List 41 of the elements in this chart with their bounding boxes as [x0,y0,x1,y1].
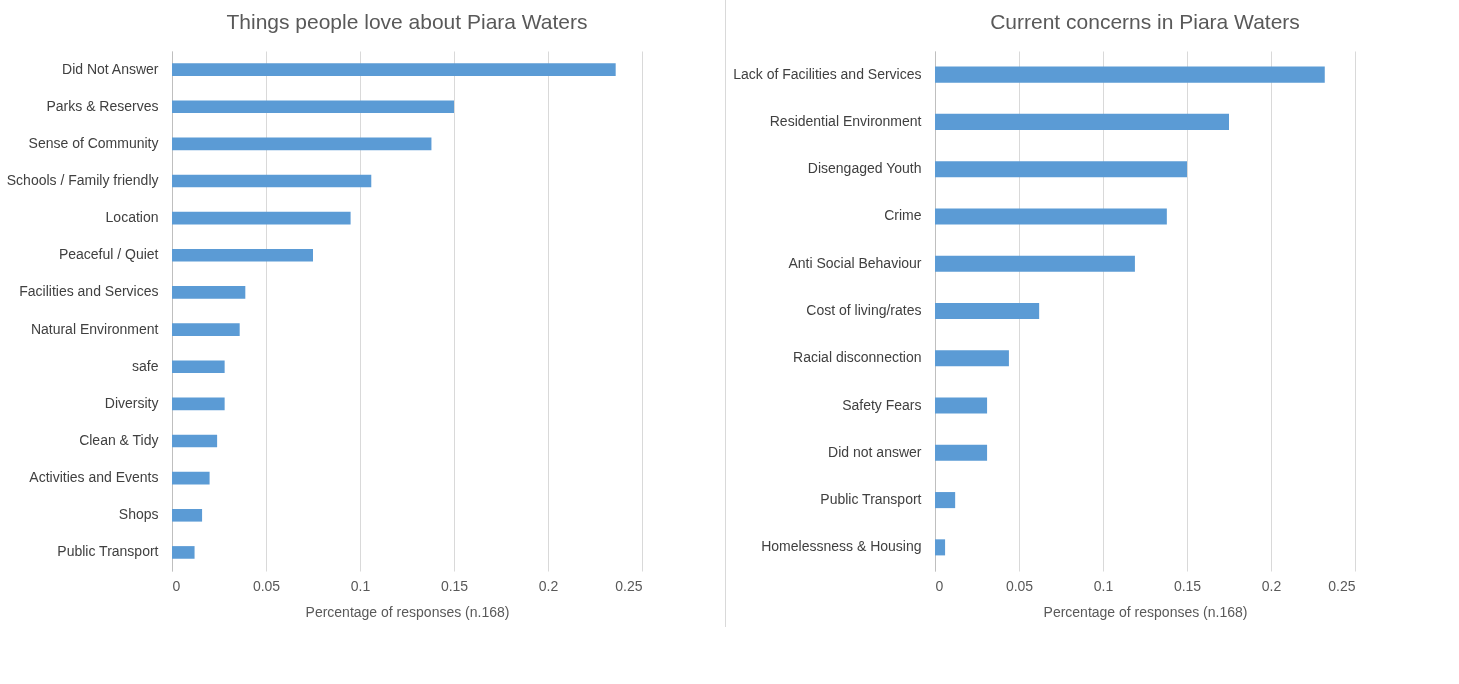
y-tick-label: Lack of Facilities and Services [733,65,922,82]
y-tick-label: Clean & Tidy [79,432,159,448]
y-tick-label: Did Not Answer [62,60,159,77]
y-tick-label: Sense of Community [28,134,159,151]
y-tick-label: Schools / Family friendly [6,172,159,188]
y-tick-label: Racial disconnection [793,349,922,366]
y-tick-label: Crime [884,207,922,224]
chart-title: Things people love about Piara Waters [226,10,588,33]
y-tick-label: Disengaged Youth [807,160,922,177]
y-tick-label: Cost of living/rates [806,302,922,318]
x-tick-label: 0.2 [1261,577,1282,594]
x-tick-label: 0.25 [615,577,643,594]
x-tick-label: 0.15 [1173,577,1202,594]
x-tick-label: 0 [935,577,944,594]
chart-title: Current concerns in Piara Waters [990,10,1300,33]
y-tick-label: safe [132,357,159,374]
y-tick-label: Activities and Events [29,469,159,486]
x-tick-label: 0.2 [538,577,559,594]
y-tick-label: Diversity [104,394,159,411]
y-tick-label: Public Transport [57,543,159,560]
y-tick-label: Residential Environment [769,112,922,129]
y-tick-label: Safety Fears [842,396,922,413]
x-tick-label: 0.25 [1328,577,1356,594]
y-tick-label: Homelessness & Housing [761,538,922,555]
x-tick-label: 0.05 [1005,577,1034,594]
y-tick-label: Anti Social Behaviour [788,254,922,271]
x-tick-label: 0.05 [252,577,281,594]
x-tick-label: 0.1 [1093,577,1114,594]
x-axis-title: Percentage of responses (n.168) [1043,603,1248,620]
y-tick-label: Peaceful / Quiet [58,246,159,263]
y-tick-label: Natural Environment [30,320,159,337]
y-tick-label: Public Transport [820,491,922,508]
y-tick-label: Shops [118,506,159,523]
y-tick-label: Facilities and Services [19,283,159,300]
y-tick-label: Parks & Reserves [46,97,159,114]
y-tick-label: Did not answer [828,443,922,460]
x-tick-label: 0.1 [350,577,371,594]
x-tick-label: 0 [172,577,181,594]
y-tick-label: Location [105,209,159,226]
x-axis-title: Percentage of responses (n.168) [305,603,510,620]
x-tick-label: 0.15 [440,577,469,594]
